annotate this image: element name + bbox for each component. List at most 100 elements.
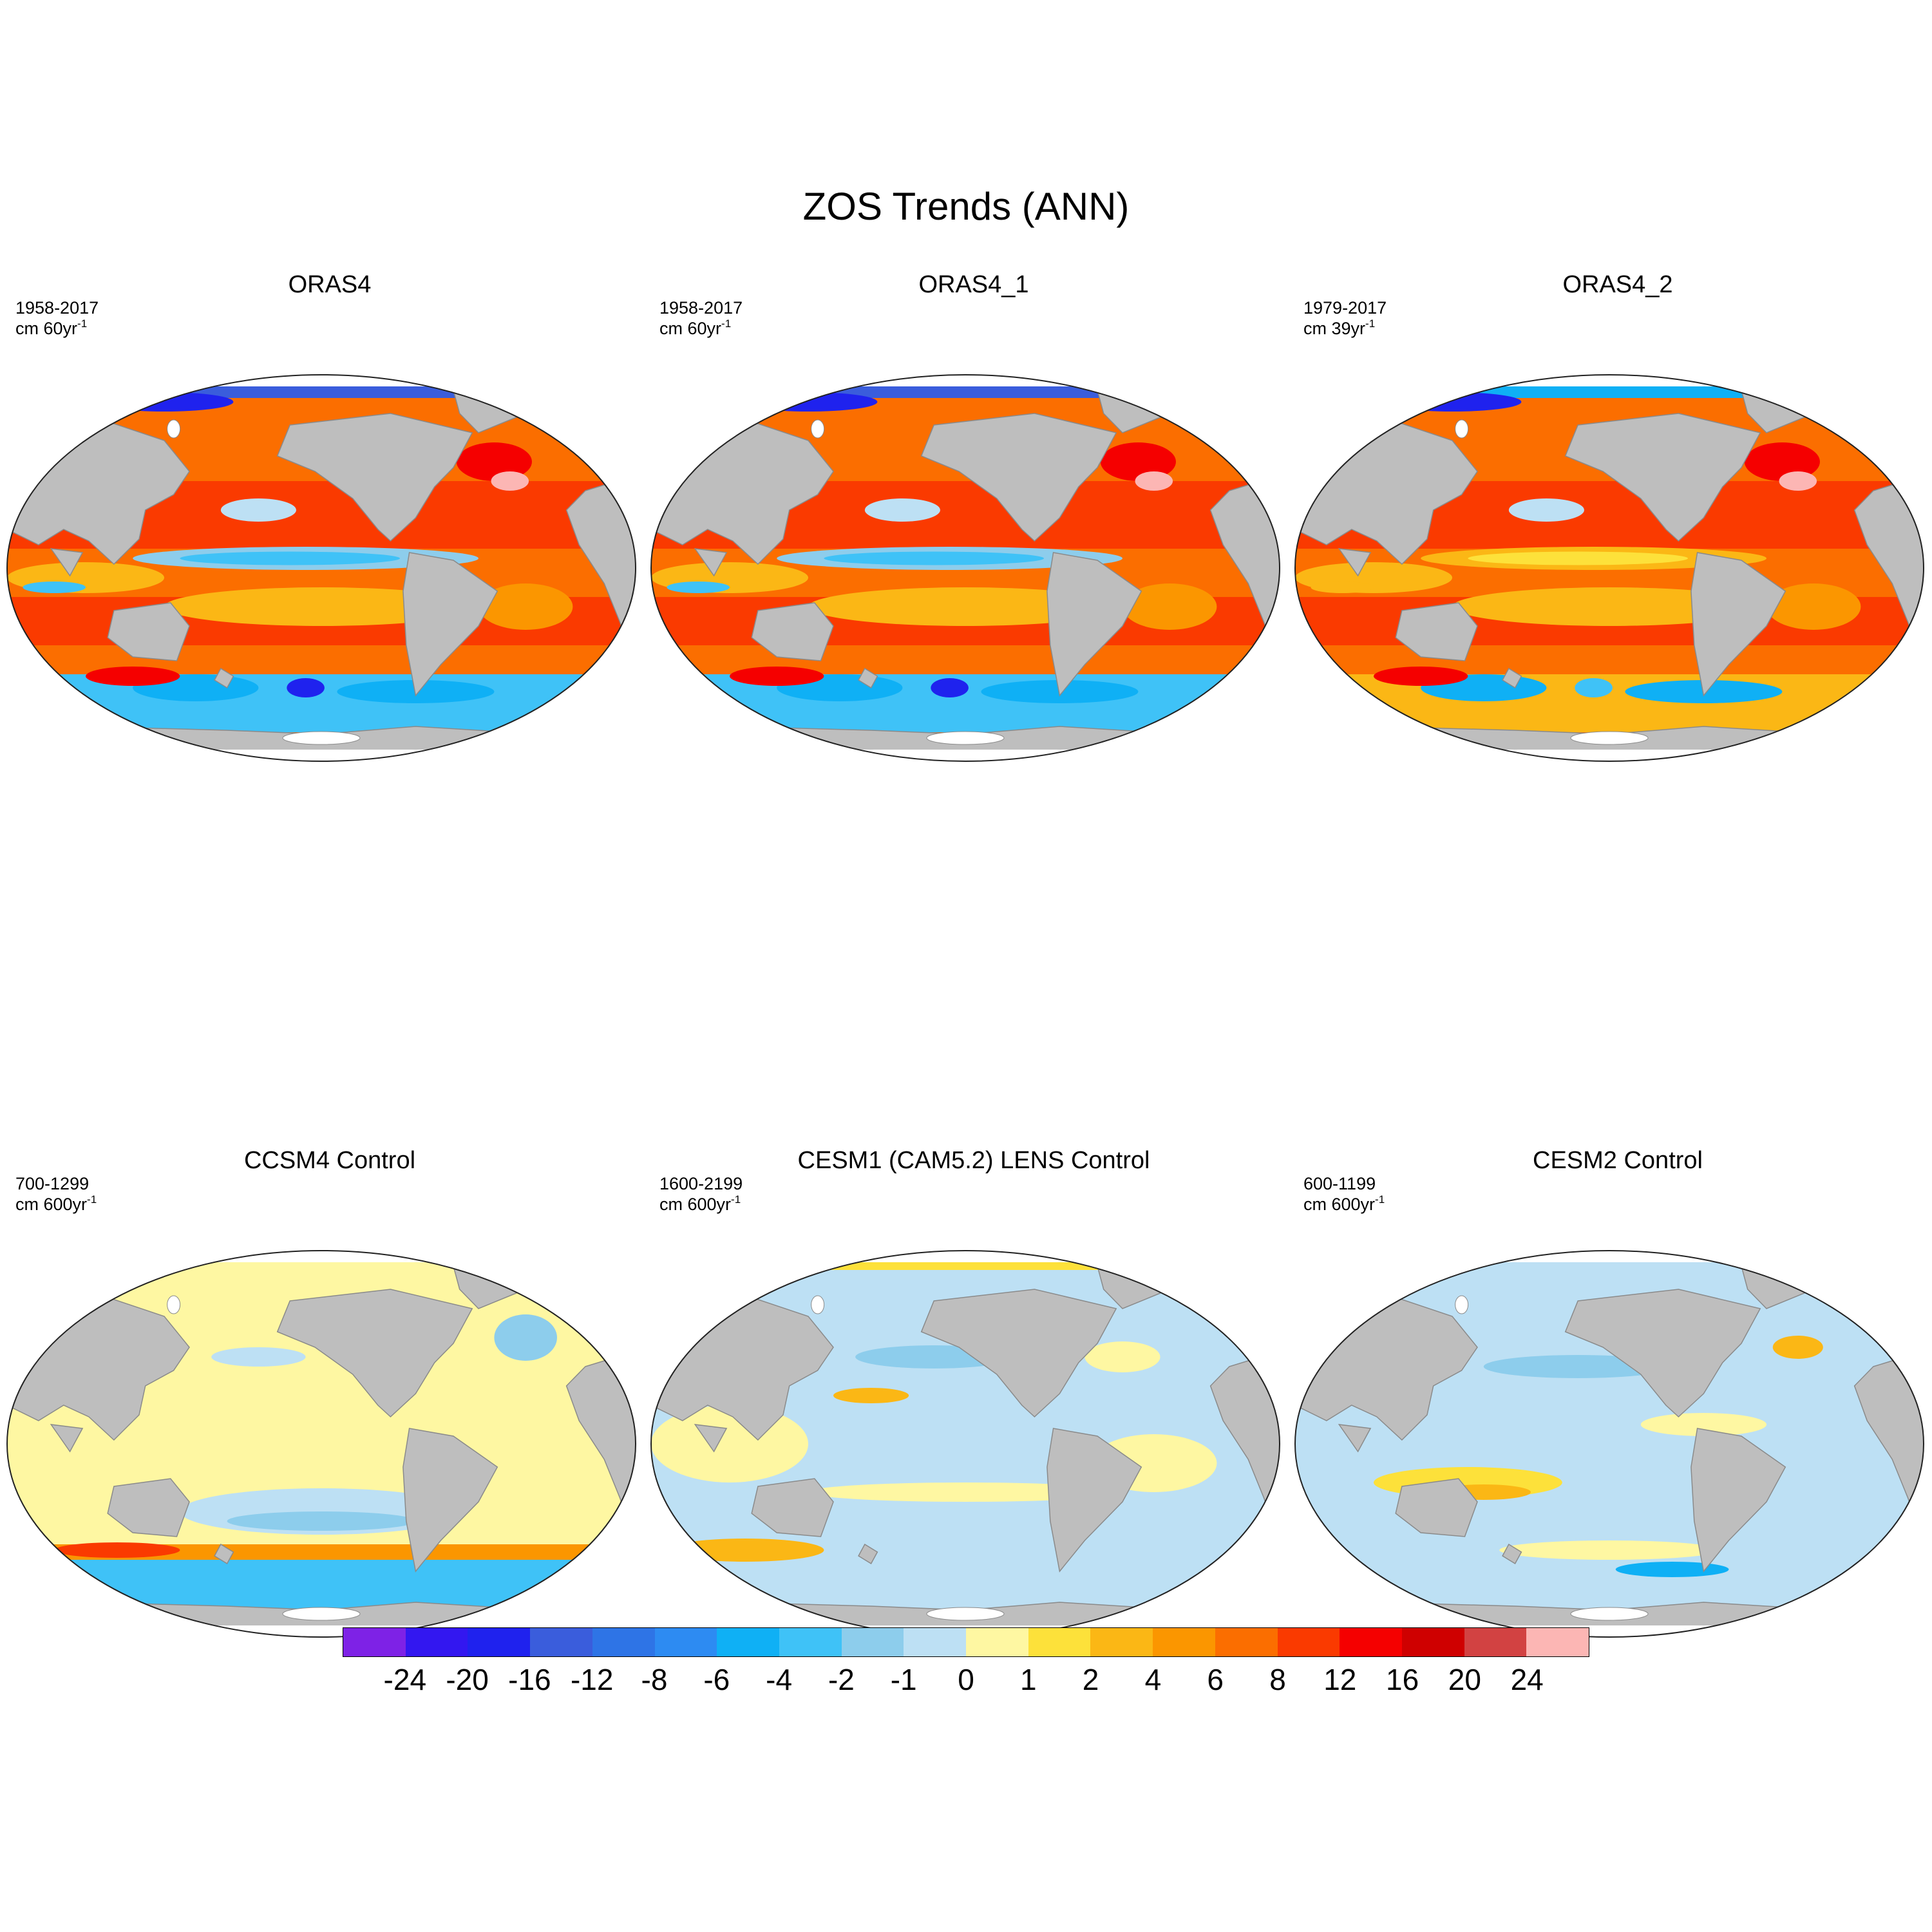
- field-layer: [7, 375, 636, 761]
- colorbar-tick-label: 1: [1020, 1663, 1037, 1696]
- land-polygon: [1690, 552, 1786, 697]
- land-polygon: [1502, 667, 1522, 689]
- colorbar-box: [1401, 1628, 1464, 1656]
- figure-title: ZOS Trends (ANN): [802, 185, 1130, 228]
- land-polygon: [1046, 552, 1142, 697]
- colorbar-tick-label: 20: [1448, 1663, 1481, 1696]
- period-label: 1958-2017: [15, 298, 99, 317]
- field-patch: [1772, 1336, 1823, 1359]
- colorbar-tick-label: 6: [1207, 1663, 1224, 1696]
- map-border: [1294, 1250, 1924, 1638]
- colorbar-tick-label: -4: [766, 1663, 793, 1696]
- robinson-map: [650, 1250, 1296, 1638]
- field-patch: [164, 587, 478, 626]
- field-patch: [1615, 1562, 1729, 1577]
- land-polygon: [694, 1424, 728, 1453]
- field-layer: [7, 1251, 636, 1637]
- ice-shelf: [926, 1607, 1005, 1621]
- land-polygon: [1338, 548, 1372, 577]
- field-patch: [824, 551, 1044, 565]
- panel-title: CCSM4 Control: [243, 1147, 416, 1174]
- panel-period-units: 700-1299 cm 600yr-1: [15, 1173, 97, 1215]
- sea-ice-patch: [1455, 1295, 1469, 1314]
- panel-title: ORAS4_1: [918, 271, 1029, 298]
- panel-period-units: 1958-2017 cm 60yr-1: [659, 298, 743, 339]
- colorbar-tick-label: -24: [383, 1663, 427, 1696]
- sea-ice-patch: [167, 419, 181, 439]
- colorbar-box: [1526, 1628, 1589, 1656]
- field-patch: [478, 583, 573, 630]
- robinson-map: [650, 374, 1296, 762]
- panel-title: CESM2 Control: [1533, 1147, 1703, 1174]
- map-border: [6, 1250, 636, 1638]
- land-polygon: [694, 548, 728, 577]
- field-patch: [1311, 582, 1374, 593]
- field-patch: [1766, 583, 1861, 630]
- land-polygon: [858, 1543, 878, 1565]
- field-patch: [180, 551, 400, 565]
- field-patch: [1374, 667, 1468, 686]
- ice-shelf: [926, 731, 1005, 745]
- period-label: 1600-2199: [659, 1174, 743, 1193]
- land-polygon: [107, 602, 190, 661]
- sea-ice-patch: [167, 1295, 181, 1314]
- map-panel-oras4: ORAS4 1958-2017 cm 60yr-1: [6, 270, 652, 762]
- field-patch: [1744, 442, 1820, 481]
- land-polygon: [214, 667, 234, 689]
- pole-cut: [8, 750, 652, 762]
- colorbar-box: [1340, 1628, 1402, 1656]
- field-patch: [667, 582, 730, 593]
- panel-period-units: 600-1199 cm 600yr-1: [1303, 1173, 1385, 1215]
- colorbar-box: [1028, 1628, 1091, 1656]
- land-polygon: [751, 1478, 834, 1537]
- colorbar-box: [1277, 1628, 1340, 1656]
- field-patch: [730, 667, 824, 686]
- land-polygon: [50, 548, 84, 577]
- land-polygon: [858, 667, 878, 689]
- pole-cut: [8, 1251, 652, 1262]
- colorbar-box: [530, 1628, 592, 1656]
- field-patch: [211, 1347, 306, 1367]
- colorbar-tick-label: 4: [1144, 1663, 1162, 1696]
- colorbar-tick-label: 24: [1510, 1663, 1544, 1696]
- colorbar-box: [779, 1628, 842, 1656]
- colorbar-box: [1153, 1628, 1215, 1656]
- land-polygon: [920, 413, 1117, 542]
- sea-ice-patch: [1455, 419, 1469, 439]
- colorbar-tick-label: 2: [1082, 1663, 1099, 1696]
- land-polygon: [402, 1428, 498, 1573]
- colorbar-box: [904, 1628, 967, 1656]
- period-label: 1979-2017: [1303, 298, 1387, 317]
- colorbar-box: [405, 1628, 468, 1656]
- field-patch: [1084, 1341, 1160, 1372]
- field-patch: [1135, 471, 1173, 491]
- ice-shelf: [282, 731, 361, 745]
- colorbar-box: [717, 1628, 779, 1656]
- units-label: cm 39yr-1: [1303, 317, 1376, 338]
- land-polygon: [1564, 413, 1761, 542]
- colorbar-labels: -24 -20 -16 -12 -8 -6 -4 -2 -1 0 1 2 4 6 8 12 16 20 24: [343, 1662, 1589, 1700]
- map-border: [6, 374, 636, 762]
- pole-cut: [1296, 750, 1932, 762]
- field-patch: [808, 1482, 1122, 1502]
- robinson-map: [1294, 374, 1932, 762]
- pole-cut: [8, 375, 652, 386]
- units-label: cm 600yr-1: [15, 1193, 97, 1214]
- field-patch: [456, 442, 532, 481]
- field-patch: [739, 392, 878, 412]
- colorbar-box: [592, 1628, 655, 1656]
- colorbar-box: [1464, 1628, 1527, 1656]
- units-label: cm 600yr-1: [659, 1193, 741, 1214]
- panel-title: ORAS4: [288, 271, 372, 298]
- field-layer: [651, 1251, 1280, 1637]
- land-polygon: [920, 1289, 1117, 1418]
- field-patch: [1122, 583, 1217, 630]
- period-label: 1958-2017: [659, 298, 743, 317]
- panel-period-units: 1958-2017 cm 60yr-1: [15, 298, 99, 339]
- field-patch: [1100, 442, 1176, 481]
- field-patch: [287, 678, 325, 697]
- field-patch: [227, 1511, 416, 1531]
- land-polygon: [1564, 1289, 1761, 1418]
- field-patch: [95, 392, 234, 412]
- field-patch: [220, 498, 296, 522]
